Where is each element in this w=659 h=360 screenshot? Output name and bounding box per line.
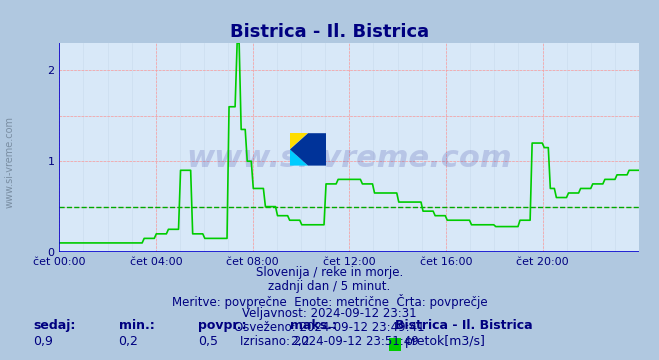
Polygon shape <box>290 149 308 166</box>
Text: 0,5: 0,5 <box>198 335 217 348</box>
Text: pretok[m3/s]: pretok[m3/s] <box>405 335 486 348</box>
Text: zadnji dan / 5 minut.: zadnji dan / 5 minut. <box>268 280 391 293</box>
Text: www.si-vreme.com: www.si-vreme.com <box>186 144 512 172</box>
Text: maks.:: maks.: <box>290 319 337 332</box>
Text: 0,9: 0,9 <box>33 335 53 348</box>
Polygon shape <box>290 133 308 149</box>
Text: povpr.:: povpr.: <box>198 319 246 332</box>
Text: Bistrica - Il. Bistrica: Bistrica - Il. Bistrica <box>395 319 533 332</box>
Text: Osveženo: 2024-09-12 23:49:41: Osveženo: 2024-09-12 23:49:41 <box>234 321 425 334</box>
Text: Meritve: povprečne  Enote: metrične  Črta: povprečje: Meritve: povprečne Enote: metrične Črta:… <box>172 294 487 309</box>
Polygon shape <box>290 133 326 166</box>
Text: 2,2: 2,2 <box>290 335 310 348</box>
Text: 0,2: 0,2 <box>119 335 138 348</box>
Text: www.si-vreme.com: www.si-vreme.com <box>5 116 15 208</box>
Text: sedaj:: sedaj: <box>33 319 75 332</box>
Text: min.:: min.: <box>119 319 154 332</box>
Text: Slovenija / reke in morje.: Slovenija / reke in morje. <box>256 266 403 279</box>
Text: Bistrica - Il. Bistrica: Bistrica - Il. Bistrica <box>230 23 429 41</box>
Text: Izrisano: 2024-09-12 23:51:49: Izrisano: 2024-09-12 23:51:49 <box>240 335 419 348</box>
Text: Veljavnost: 2024-09-12 23:31: Veljavnost: 2024-09-12 23:31 <box>243 307 416 320</box>
